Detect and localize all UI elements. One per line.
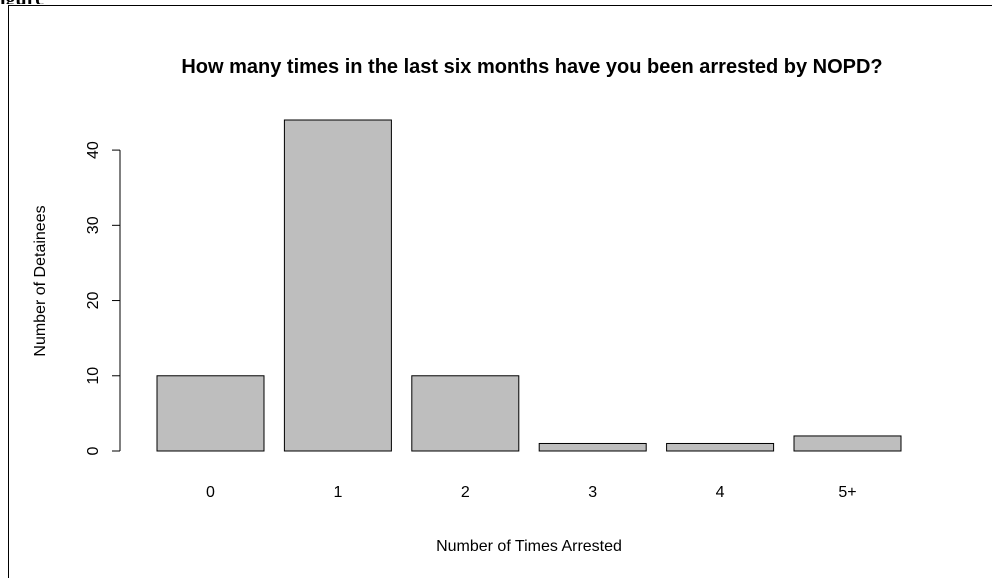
x-tick-label: 3 — [588, 484, 597, 501]
chart-title: How many times in the last six months ha… — [181, 56, 882, 78]
y-axis-label: Number of Detainees — [32, 205, 49, 356]
x-tick-labels: 0 1 2 3 4 5+ — [206, 484, 857, 501]
bar-2 — [411, 375, 520, 452]
bar-3 — [538, 442, 647, 452]
x-axis-label: Number of Times Arrested — [436, 538, 622, 555]
y-tick-label: 20 — [85, 292, 102, 310]
x-tick-label: 2 — [461, 484, 470, 501]
bar-5+ — [793, 435, 902, 452]
bar-0 — [156, 375, 265, 452]
y-axis: 0 10 20 30 40 — [85, 141, 121, 455]
x-tick-label: 0 — [206, 484, 215, 501]
y-tick-label: 30 — [85, 216, 102, 234]
figure-caption-fragment: igure — [0, 0, 60, 4]
x-tick-label: 5+ — [838, 484, 856, 501]
bars — [156, 119, 902, 452]
x-tick-label: 4 — [716, 484, 725, 501]
figure-frame — [8, 5, 992, 578]
bar-4 — [666, 442, 775, 452]
y-tick-label: 40 — [85, 141, 102, 159]
y-tick-label: 0 — [85, 446, 102, 455]
x-tick-label: 1 — [333, 484, 342, 501]
bar-1 — [283, 119, 392, 452]
y-tick-label: 10 — [85, 367, 102, 385]
